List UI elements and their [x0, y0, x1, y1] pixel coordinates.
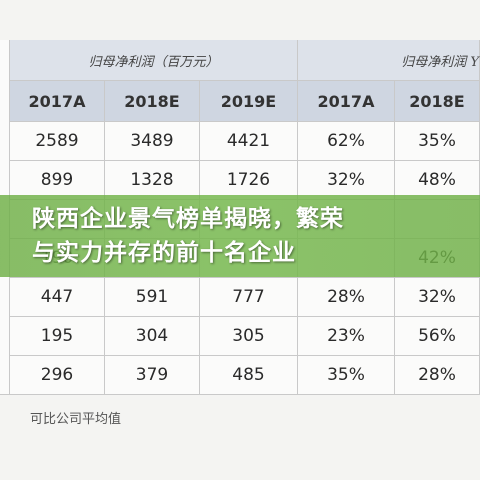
table-cell: 447: [10, 278, 105, 317]
table-cell: 23%: [298, 317, 395, 356]
table-cell: 4421: [200, 122, 298, 161]
footer-note: 可比公司平均值: [30, 412, 122, 427]
year-header: 2018E: [105, 81, 200, 122]
table-cell: 899: [10, 161, 105, 200]
table-cell: 28%: [298, 278, 395, 317]
table-cell: 195: [10, 317, 105, 356]
table-cell: 591: [105, 278, 200, 317]
table-cell: 777: [200, 278, 298, 317]
table-cell: 1328: [105, 161, 200, 200]
table-cell: 379: [105, 356, 200, 395]
year-header: 2019E: [200, 81, 298, 122]
table-cell: 305: [200, 317, 298, 356]
table-cell: 28%: [395, 356, 480, 395]
table-cell: 32%: [395, 278, 480, 317]
banner-line: 与实力并存的前十名企业: [32, 240, 296, 266]
table-cell: 296: [10, 356, 105, 395]
table-cell: 32%: [298, 161, 395, 200]
year-header: 2018E: [395, 81, 480, 122]
table-cell: 35%: [298, 356, 395, 395]
banner-line: 陕西企业景气榜单揭晓，繁荣: [32, 206, 344, 232]
table-cell: 35%: [395, 122, 480, 161]
table-cell: 2589: [10, 122, 105, 161]
group-header: 归母净利润 Y: [298, 40, 480, 81]
group-header: 归母净利润（百万元）: [10, 40, 298, 81]
table-cell: 56%: [395, 317, 480, 356]
year-header: 2017A: [298, 81, 395, 122]
banner: 陕西企业景气榜单揭晓，繁荣 与实力并存的前十名企业: [0, 195, 480, 277]
year-header: 2017A: [10, 81, 105, 122]
table-cell: 62%: [298, 122, 395, 161]
table-cell: 485: [200, 356, 298, 395]
table-cell: 304: [105, 317, 200, 356]
table-cell: 3489: [105, 122, 200, 161]
